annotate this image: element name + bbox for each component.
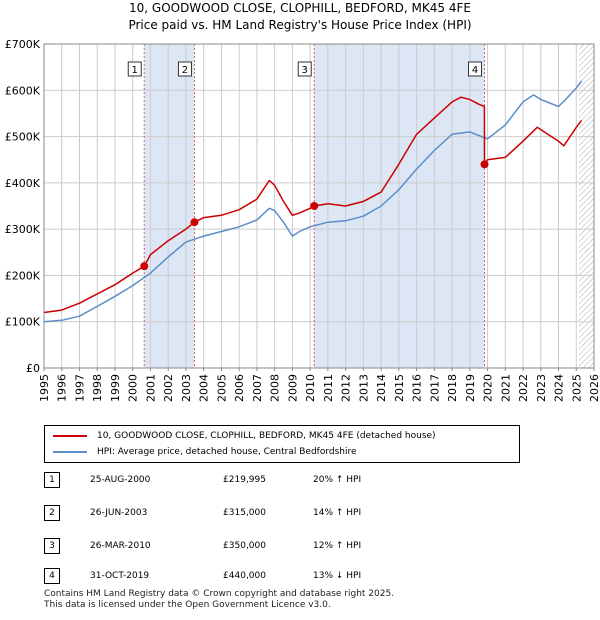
x-tick-label: 2016: [411, 374, 424, 402]
legend-swatch-blue: [53, 450, 87, 453]
sale-label-box: [468, 61, 483, 77]
transaction-num: 3: [44, 538, 60, 554]
x-tick-label: 2013: [357, 374, 370, 402]
shaded-ownership-period: [144, 44, 195, 368]
sale-marker: [190, 218, 199, 227]
chart-title-line2: Price paid vs. HM Land Registry's House …: [128, 18, 472, 32]
transaction-price: £350,000: [223, 541, 266, 551]
shaded-ownership-period: [314, 44, 485, 368]
shade-layer: [44, 44, 594, 368]
x-tick-label: 2026: [588, 374, 600, 402]
transaction-hpi: 20% ↑ HPI: [313, 475, 362, 485]
x-tick-label: 2007: [251, 374, 264, 402]
transaction-row: 1 25-AUG-2000 £219,995 20% ↑ HPI: [0, 470, 600, 490]
x-tick-label: 2019: [464, 374, 477, 402]
x-tick-label: 2011: [322, 374, 335, 402]
y-tick-label: £700K: [5, 38, 41, 51]
x-tick-label: 1998: [91, 374, 104, 402]
legend-label-property: 10, GOODWOOD CLOSE, CLOPHILL, BEDFORD, M…: [97, 431, 436, 441]
x-tick-label: 2017: [428, 374, 441, 402]
x-tick-label: 1995: [38, 374, 51, 402]
transaction-num: 1: [44, 472, 60, 488]
x-tick-label: 2021: [499, 374, 512, 402]
x-tick-label: 2001: [144, 374, 157, 402]
legend: 10, GOODWOOD CLOSE, CLOPHILL, BEDFORD, M…: [44, 425, 520, 463]
hpi-line: [43, 80, 583, 323]
y-tick-label: £600K: [5, 84, 41, 97]
x-tick-label: 2010: [304, 374, 317, 402]
y-tick-label: £400K: [5, 177, 41, 190]
transaction-num: 2: [44, 505, 60, 521]
sale-marker: [480, 160, 489, 169]
sale-label: 3: [302, 65, 308, 76]
x-tick-label: 2003: [180, 374, 193, 402]
sale-label-box: [127, 61, 142, 77]
sale-lines-layer: [143, 44, 486, 368]
y-tick-label: £500K: [5, 131, 41, 144]
transaction-date: 26-JUN-2003: [90, 508, 148, 518]
x-tick-label: 1997: [73, 374, 86, 402]
chart-title: 10, GOODWOOD CLOSE, CLOPHILL, BEDFORD, M…: [0, 0, 600, 34]
plot-frame: [43, 43, 595, 369]
x-tick-label: 2004: [198, 374, 211, 402]
footer-line2: This data is licensed under the Open Gov…: [44, 600, 331, 610]
transaction-date: 25-AUG-2000: [90, 475, 151, 485]
x-tick-label: 2022: [517, 374, 530, 402]
footer-line1: Contains HM Land Registry data © Crown c…: [44, 589, 395, 599]
legend-label-hpi: HPI: Average price, detached house, Cent…: [97, 447, 357, 457]
x-tick-label: 1999: [109, 374, 122, 402]
transaction-row: 3 26-MAR-2010 £350,000 12% ↑ HPI: [0, 536, 600, 556]
x-tick-label: 1996: [56, 374, 69, 402]
property-price-line: [43, 96, 583, 314]
x-tick-label: 2025: [570, 374, 583, 402]
transaction-hpi: 13% ↓ HPI: [313, 571, 362, 581]
transaction-price: £219,995: [223, 475, 266, 485]
x-tick-label: 2018: [446, 374, 459, 402]
y-tick-label: £0: [26, 362, 40, 375]
y-tick-label: £100K: [5, 316, 41, 329]
sale-marker: [140, 262, 149, 271]
chart-title-line1: 10, GOODWOOD CLOSE, CLOPHILL, BEDFORD, M…: [129, 1, 471, 15]
legend-swatch-red: [53, 434, 87, 437]
sale-marker: [310, 202, 319, 210]
sale-label: 1: [132, 65, 138, 76]
series-layer: [43, 80, 583, 323]
y-tick-label: £200K: [5, 269, 41, 282]
transaction-hpi: 12% ↑ HPI: [313, 541, 362, 551]
x-tick-label: 2023: [535, 374, 548, 402]
x-tick-label: 2014: [375, 374, 388, 402]
transaction-hpi: 14% ↑ HPI: [313, 508, 362, 518]
price-chart: 1 2 3 4 £0 £100K £200K £300K £400K £500K £600K £70…: [5, 38, 600, 402]
x-tick-label: 2024: [553, 374, 566, 402]
x-tick-label: 2015: [393, 374, 406, 402]
transaction-price: £315,000: [223, 508, 266, 518]
hatched-forecast-region: [578, 44, 594, 368]
sale-label-box: [177, 61, 192, 77]
transaction-num: 4: [44, 568, 60, 584]
sale-label: 4: [472, 65, 478, 76]
transaction-price: £440,000: [223, 571, 266, 581]
legend-item-hpi: HPI: Average price, detached house, Cent…: [53, 444, 357, 460]
x-tick-label: 2000: [127, 374, 140, 402]
x-tick-label: 2006: [233, 374, 246, 402]
sale-markers-layer: 1 2 3 4: [127, 61, 489, 271]
x-tick-label: 2009: [286, 374, 299, 402]
transaction-row: 2 26-JUN-2003 £315,000 14% ↑ HPI: [0, 503, 600, 523]
x-tick-label: 2008: [269, 374, 282, 402]
x-tick-label: 2002: [162, 374, 175, 402]
axis-layer: £0 £100K £200K £300K £400K £500K £600K £700K 199…: [5, 38, 600, 402]
transaction-row: 4 31-OCT-2019 £440,000 13% ↓ HPI: [0, 566, 600, 586]
transaction-date: 31-OCT-2019: [90, 571, 150, 581]
x-tick-label: 2020: [482, 374, 495, 402]
transaction-date: 26-MAR-2010: [90, 541, 151, 551]
sale-label: 2: [182, 65, 188, 76]
sale-label-box: [297, 61, 312, 77]
x-tick-label: 2012: [340, 374, 353, 402]
footer: Contains HM Land Registry data © Crown c…: [44, 589, 394, 611]
y-tick-label: £300K: [5, 223, 41, 236]
x-tick-label: 2005: [215, 374, 228, 402]
legend-item-property: 10, GOODWOOD CLOSE, CLOPHILL, BEDFORD, M…: [53, 428, 436, 444]
